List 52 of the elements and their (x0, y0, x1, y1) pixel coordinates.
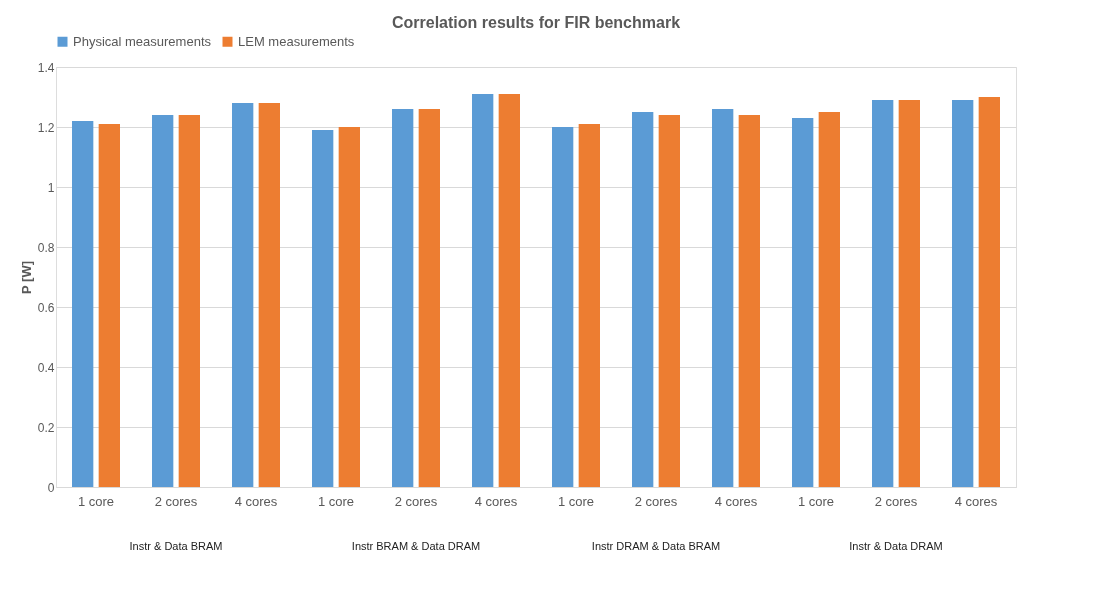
bar (952, 100, 974, 487)
x-tick-label: 4 cores (714, 493, 758, 509)
bar (418, 109, 440, 487)
bar (472, 94, 494, 487)
bar (178, 115, 200, 487)
x-tick-label: 2 cores (394, 493, 438, 509)
bar (658, 115, 680, 487)
x-tick-label: 1 core (557, 493, 595, 509)
text: Instr & Data DRAM (849, 540, 943, 552)
legend-label: LEM measurements (238, 33, 355, 49)
y-tick-label: 1 (47, 180, 55, 195)
bar (818, 112, 840, 487)
bar (152, 115, 174, 487)
bar (792, 118, 814, 487)
bar (258, 103, 280, 487)
bar (72, 121, 94, 487)
y-tick-label: 1.2 (37, 120, 55, 135)
y-tick-label: 0.2 (37, 420, 55, 435)
x-tick-label: 2 cores (634, 493, 678, 509)
x-tick-label: 4 cores (234, 493, 278, 509)
bar (498, 94, 520, 487)
text: Instr BRAM & Data DRAM (351, 540, 481, 552)
bar (978, 97, 1000, 487)
bar (632, 112, 654, 487)
x-tick-label: 1 core (797, 493, 835, 509)
bar (98, 124, 120, 487)
bar (312, 130, 334, 487)
bar (552, 127, 574, 487)
x-tick-label: 1 core (77, 493, 115, 509)
chart-title: Correlation results for FIR benchmark (391, 14, 681, 31)
x-tick-label: 1 core (317, 493, 355, 509)
y-tick-label: 0.8 (37, 240, 55, 255)
bar (392, 109, 414, 487)
text: Instr & Data BRAM (129, 540, 223, 552)
y-tick-label: 1.4 (37, 60, 55, 75)
bar (872, 100, 894, 487)
y-tick-label: 0 (47, 480, 55, 495)
legend-label: Physical measurements (73, 33, 212, 49)
bar (712, 109, 734, 487)
bar (232, 103, 254, 487)
bar (578, 124, 600, 487)
y-tick-label: 0.6 (37, 300, 55, 315)
x-tick-label: 2 cores (154, 493, 198, 509)
text: Instr DRAM & Data BRAM (591, 540, 721, 552)
bar (898, 100, 920, 487)
x-tick-label: 4 cores (954, 493, 998, 509)
bar (738, 115, 760, 487)
bar (338, 127, 360, 487)
x-tick-label: 2 cores (874, 493, 918, 509)
y-axis-title: P [W] (18, 261, 34, 294)
y-tick-label: 0.4 (37, 360, 55, 375)
x-tick-label: 4 cores (474, 493, 518, 509)
